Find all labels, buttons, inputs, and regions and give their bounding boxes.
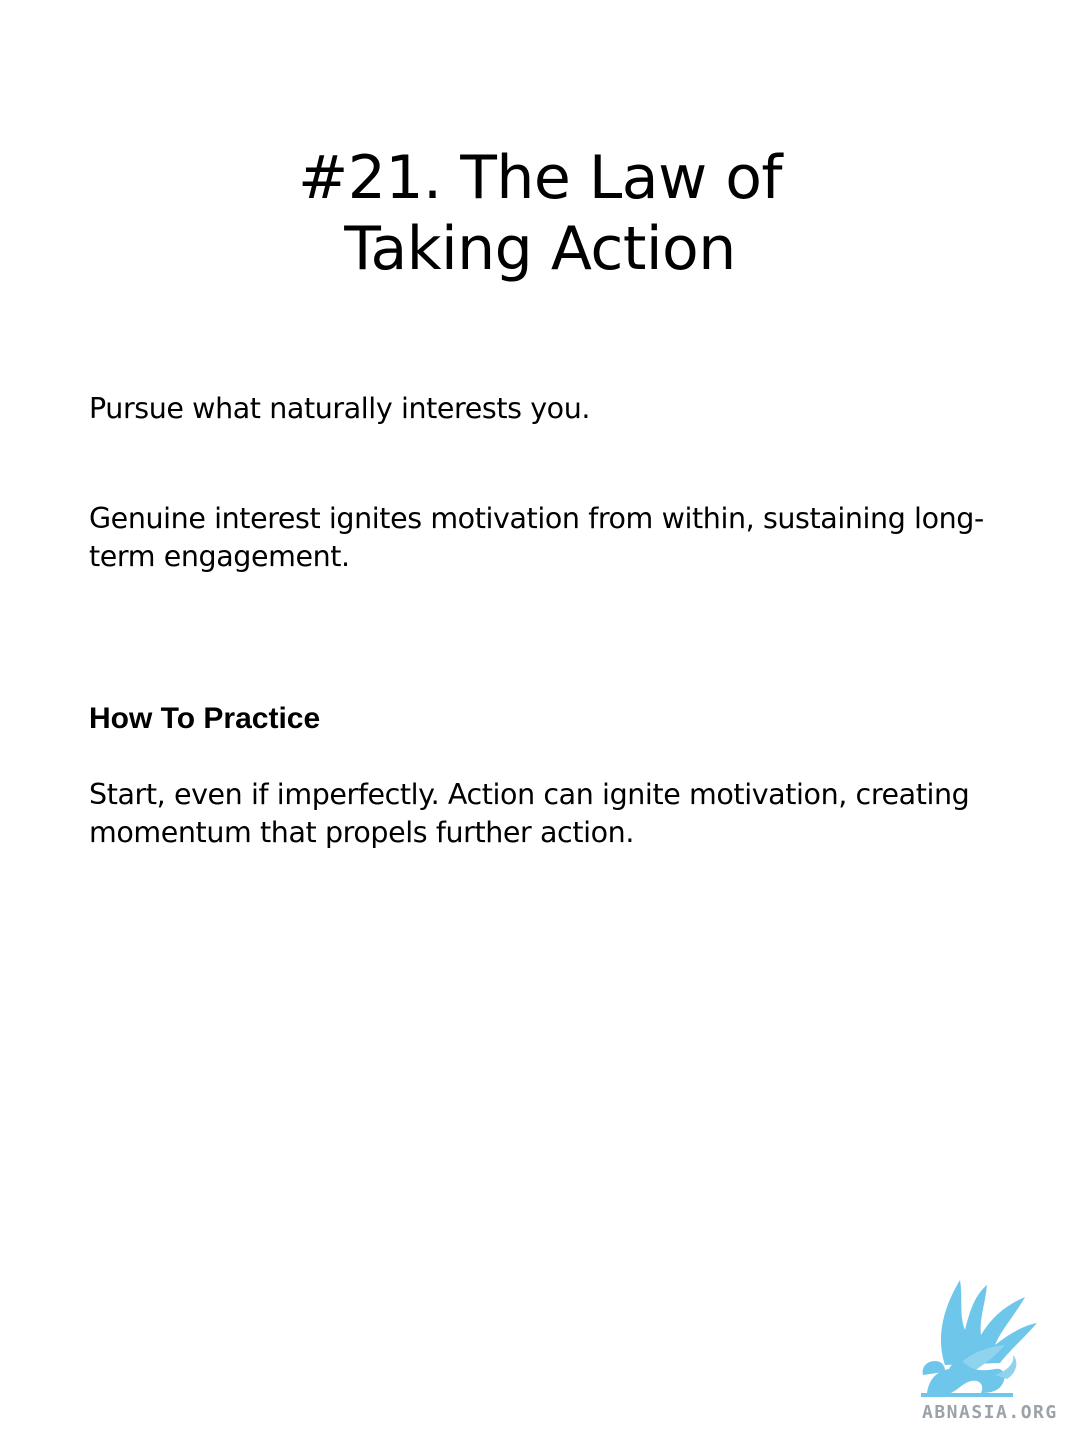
page-title: #21. The Law of Taking Action	[0, 143, 1080, 285]
page-title-line-2: Taking Action	[344, 214, 736, 284]
page-title-line-1: #21. The Law of	[297, 143, 783, 213]
logo-text: ABNASIA.ORG	[922, 1402, 1058, 1423]
intro-paragraph: Pursue what naturally interests you.	[89, 392, 591, 425]
griffin-icon	[915, 1275, 1075, 1425]
explanation-paragraph: Genuine interest ignites motivation from…	[89, 502, 984, 573]
practice-heading: How To Practice	[89, 702, 321, 735]
practice-paragraph: Start, even if imperfectly. Action can i…	[89, 778, 970, 849]
